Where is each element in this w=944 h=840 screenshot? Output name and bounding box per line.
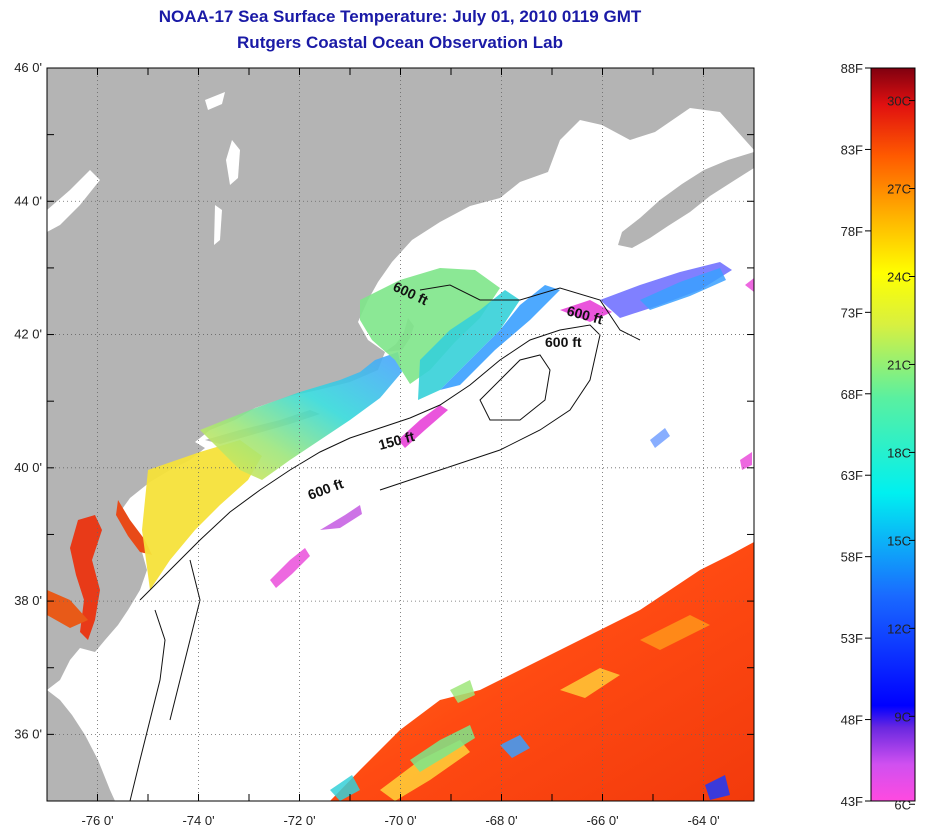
- map-title: NOAA-17 Sea Surface Temperature: July 01…: [158, 7, 642, 26]
- delaware-bay: [116, 500, 152, 555]
- colorbar-gradient: [870, 67, 916, 802]
- colorbar-f-label: 68F: [841, 387, 863, 402]
- shelf-water-warm: [142, 440, 262, 590]
- colorbar-f-label: 48F: [841, 713, 863, 728]
- land-nova-scotia: [618, 152, 754, 248]
- colorbar-c-label: 15C: [887, 533, 911, 548]
- shelf-water-mid: [200, 352, 402, 480]
- lon-tick-label: -68 0': [485, 813, 517, 828]
- colorbar-c-label: 24C: [887, 269, 911, 284]
- lon-tick-label: -76 0': [81, 813, 113, 828]
- lon-tick-label: -74 0': [182, 813, 214, 828]
- colorbar-c-label: 6C: [894, 797, 911, 812]
- colorbar-f-label: 63F: [841, 468, 863, 483]
- colorbar-c-label: 30C: [887, 94, 911, 109]
- colorbar-c-label: 18C: [887, 445, 911, 460]
- colorbar-c-label: 21C: [887, 357, 911, 372]
- lon-tick-label: -70 0': [384, 813, 416, 828]
- lon-tick-label: -66 0': [586, 813, 618, 828]
- lat-tick-label: 44 0': [14, 193, 42, 208]
- lat-tick-label: 40 0': [14, 460, 42, 475]
- colorbar-f-label: 43F: [841, 794, 863, 809]
- colorbar-c-label: 9C: [894, 709, 911, 724]
- lon-tick-label: -72 0': [283, 813, 315, 828]
- lat-tick-label: 46 0': [14, 60, 42, 75]
- lat-tick-label: 38 0': [14, 593, 42, 608]
- chesapeake-bay: [70, 515, 102, 640]
- gulf-of-maine-water: [360, 268, 500, 384]
- colorbar-f-label: 78F: [841, 224, 863, 239]
- lon-tick-label: -64 0': [687, 813, 719, 828]
- colorbar-f-label: 53F: [841, 631, 863, 646]
- colorbar-f-label: 58F: [841, 550, 863, 565]
- axis-ticks: [46, 67, 755, 802]
- lat-tick-label: 36 0': [14, 726, 42, 741]
- lat-tick-label: 42 0': [14, 327, 42, 342]
- axis-labels: 46 0' 44 0' 42 0' 40 0' 38 0' 36 0' -76 0' -74 …: [14, 60, 719, 828]
- contour-label: 600 ft: [545, 334, 582, 350]
- colorbar-c-label: 27C: [887, 182, 911, 197]
- map-subtitle: Rutgers Coastal Ocean Observation Lab: [237, 33, 563, 52]
- colorbar-f-label: 73F: [841, 305, 863, 320]
- colorbar-f-label: 88F: [841, 61, 863, 76]
- colorbar-f-label: 83F: [841, 142, 863, 157]
- gulf-stream-warm-water: [330, 542, 754, 801]
- land-mainland: [47, 68, 754, 690]
- colorbar-c-label: 12C: [887, 621, 911, 636]
- contour-600ft-shelf: [139, 324, 601, 601]
- land-delmarva: [47, 690, 115, 801]
